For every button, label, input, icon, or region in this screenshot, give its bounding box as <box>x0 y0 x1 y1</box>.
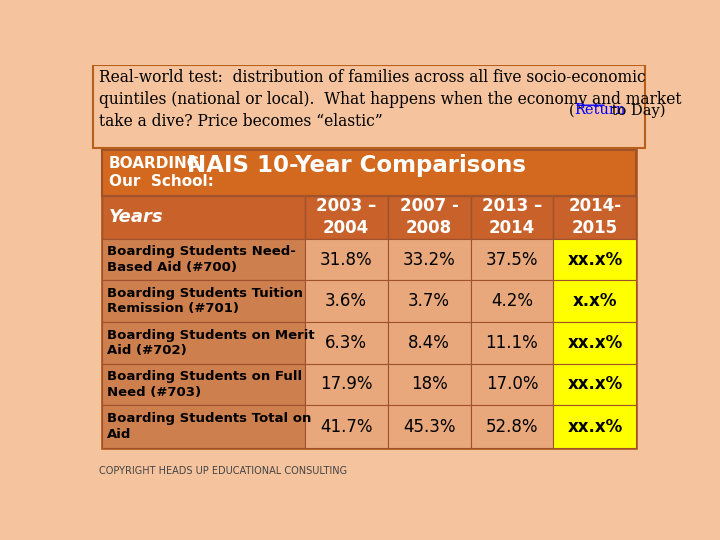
Text: 11.1%: 11.1% <box>485 334 539 352</box>
FancyBboxPatch shape <box>305 405 387 448</box>
FancyBboxPatch shape <box>102 405 305 448</box>
Text: x.x%: x.x% <box>572 292 617 310</box>
Text: 17.0%: 17.0% <box>486 375 539 393</box>
Text: Real-world test:  distribution of families across all five socio-economic
quinti: Real-world test: distribution of familie… <box>99 69 682 130</box>
FancyBboxPatch shape <box>554 363 636 405</box>
FancyBboxPatch shape <box>554 195 636 239</box>
Text: Years: Years <box>109 208 163 226</box>
FancyBboxPatch shape <box>471 322 554 363</box>
Text: 45.3%: 45.3% <box>402 418 455 436</box>
Text: 2003 –
2004: 2003 – 2004 <box>316 197 377 238</box>
FancyBboxPatch shape <box>554 280 636 322</box>
Text: 8.4%: 8.4% <box>408 334 450 352</box>
FancyBboxPatch shape <box>471 280 554 322</box>
FancyBboxPatch shape <box>387 405 471 448</box>
Text: 3.7%: 3.7% <box>408 292 450 310</box>
Text: 17.9%: 17.9% <box>320 375 372 393</box>
Text: 18%: 18% <box>410 375 447 393</box>
Text: 2007 -
2008: 2007 - 2008 <box>400 197 459 238</box>
Text: Boarding Students Total on
Aid: Boarding Students Total on Aid <box>107 413 312 441</box>
Text: 2014-
2015: 2014- 2015 <box>568 197 621 238</box>
Text: Boarding Students Need-
Based Aid (#700): Boarding Students Need- Based Aid (#700) <box>107 245 296 274</box>
Text: 52.8%: 52.8% <box>486 418 539 436</box>
FancyBboxPatch shape <box>102 150 636 195</box>
Text: to Day): to Day) <box>607 103 665 118</box>
Text: Boarding Students on Merit
Aid (#702): Boarding Students on Merit Aid (#702) <box>107 328 315 357</box>
FancyBboxPatch shape <box>471 195 554 239</box>
FancyBboxPatch shape <box>387 239 471 280</box>
FancyBboxPatch shape <box>102 195 305 239</box>
Text: 33.2%: 33.2% <box>402 251 456 268</box>
FancyBboxPatch shape <box>102 280 305 322</box>
FancyBboxPatch shape <box>102 239 305 280</box>
Text: 6.3%: 6.3% <box>325 334 367 352</box>
FancyBboxPatch shape <box>102 363 305 405</box>
Text: Boarding Students Tuition
Remission (#701): Boarding Students Tuition Remission (#70… <box>107 287 303 315</box>
FancyBboxPatch shape <box>387 322 471 363</box>
FancyBboxPatch shape <box>471 239 554 280</box>
FancyBboxPatch shape <box>305 280 387 322</box>
Text: 37.5%: 37.5% <box>486 251 539 268</box>
Text: Return: Return <box>575 103 626 117</box>
Text: (: ( <box>569 103 575 117</box>
Text: xx.x%: xx.x% <box>567 251 623 268</box>
Text: COPYRIGHT HEADS UP EDUCATIONAL CONSULTING: COPYRIGHT HEADS UP EDUCATIONAL CONSULTIN… <box>99 466 348 476</box>
FancyBboxPatch shape <box>305 322 387 363</box>
FancyBboxPatch shape <box>471 363 554 405</box>
Text: 4.2%: 4.2% <box>491 292 533 310</box>
Text: Our  School:: Our School: <box>109 174 213 189</box>
FancyBboxPatch shape <box>305 363 387 405</box>
Text: 3.6%: 3.6% <box>325 292 367 310</box>
FancyBboxPatch shape <box>554 239 636 280</box>
FancyBboxPatch shape <box>305 195 387 239</box>
Text: Boarding Students on Full
Need (#703): Boarding Students on Full Need (#703) <box>107 370 302 399</box>
Text: NAIS 10-Year Comparisons: NAIS 10-Year Comparisons <box>187 154 526 177</box>
Text: 2013 –
2014: 2013 – 2014 <box>482 197 542 238</box>
Text: xx.x%: xx.x% <box>567 418 623 436</box>
Text: xx.x%: xx.x% <box>567 334 623 352</box>
FancyBboxPatch shape <box>554 322 636 363</box>
FancyBboxPatch shape <box>387 363 471 405</box>
FancyBboxPatch shape <box>305 239 387 280</box>
FancyBboxPatch shape <box>471 405 554 448</box>
FancyBboxPatch shape <box>93 65 645 148</box>
Text: 31.8%: 31.8% <box>320 251 372 268</box>
Text: BOARDING:: BOARDING: <box>109 156 206 171</box>
Text: 41.7%: 41.7% <box>320 418 372 436</box>
FancyBboxPatch shape <box>102 322 305 363</box>
FancyBboxPatch shape <box>387 280 471 322</box>
Text: xx.x%: xx.x% <box>567 375 623 393</box>
FancyBboxPatch shape <box>554 405 636 448</box>
FancyBboxPatch shape <box>102 150 636 448</box>
FancyBboxPatch shape <box>387 195 471 239</box>
